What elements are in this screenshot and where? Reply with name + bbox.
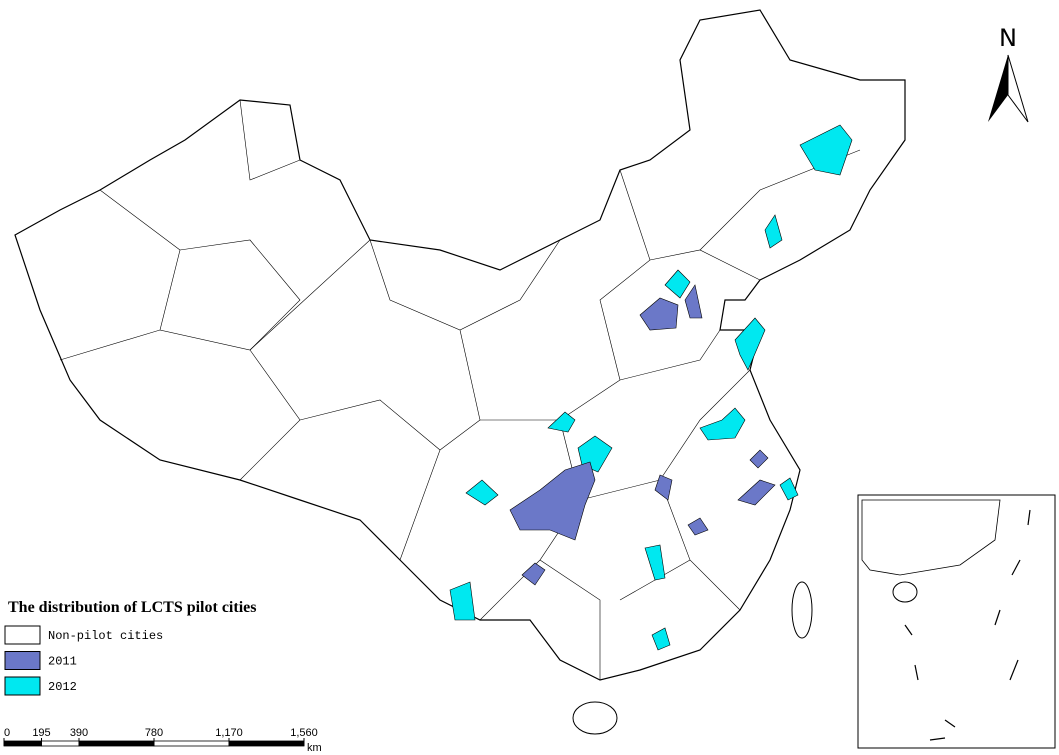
scale-label: 195 [32,727,50,739]
region-2011 [509,461,596,541]
scale-segment [153,740,230,747]
scale-label: 0 [4,727,10,739]
taiwan [791,581,813,639]
region-2011 [654,474,673,501]
pilot-regions [449,124,853,651]
region-2011 [684,284,703,319]
region-2012 [644,544,666,581]
legend-swatch [4,625,41,645]
region-2011 [687,517,709,536]
scale-unit: km [307,742,322,754]
hainan [572,701,618,735]
scale-label: 390 [70,727,88,739]
region-2012 [449,581,476,621]
region-2012 [734,317,766,371]
inset-hainan [892,581,918,603]
province-boundaries [59,99,861,680]
region-2011 [639,297,679,331]
scale-label: 1,170 [215,727,243,739]
legend-title: The distribution of LCTS pilot cities [8,599,256,616]
scale-label: 780 [145,727,163,739]
legend-label: 2011 [48,655,77,669]
north-arrow [1007,54,1029,123]
region-2012 [764,214,783,249]
scale-bar: 0 195 390 780 1,170 1,560 km [3,727,322,754]
legend-label: 2012 [48,680,77,694]
scale-segment [3,740,42,747]
inset-dashes [904,509,1031,741]
north-arrow [988,55,1008,122]
region-2012 [779,477,799,501]
region-2012 [547,411,576,433]
legend-label: Non-pilot cities [48,629,163,643]
country-outline [14,9,906,681]
region-2011 [521,562,546,586]
region-2011 [749,449,769,469]
legend-swatch [4,651,41,670]
legend: Non-pilot cities 2011 2012 [4,625,163,696]
legend-swatch [4,676,41,696]
region-2012 [651,627,671,651]
region-2012 [465,479,499,506]
region-2011 [737,479,776,506]
inset-coast [861,499,1001,576]
region-2012 [664,269,691,299]
region-2012 [699,407,746,441]
scale-segment [41,740,80,747]
scale-label: 1,560 [290,727,318,739]
scale-segment [228,740,305,747]
region-2012 [799,124,853,176]
north-label: N [999,24,1017,52]
scale-segment [78,740,155,747]
